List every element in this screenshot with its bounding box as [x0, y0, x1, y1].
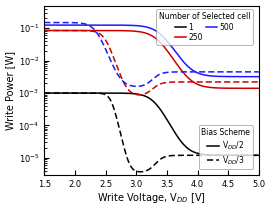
Y-axis label: Write Power [W]: Write Power [W]: [6, 51, 15, 130]
Legend: V$_{DD}$/2, V$_{DD}$/3: V$_{DD}$/2, V$_{DD}$/3: [199, 125, 253, 169]
X-axis label: Write Voltage, V$_{DD}$ [V]: Write Voltage, V$_{DD}$ [V]: [97, 191, 206, 206]
